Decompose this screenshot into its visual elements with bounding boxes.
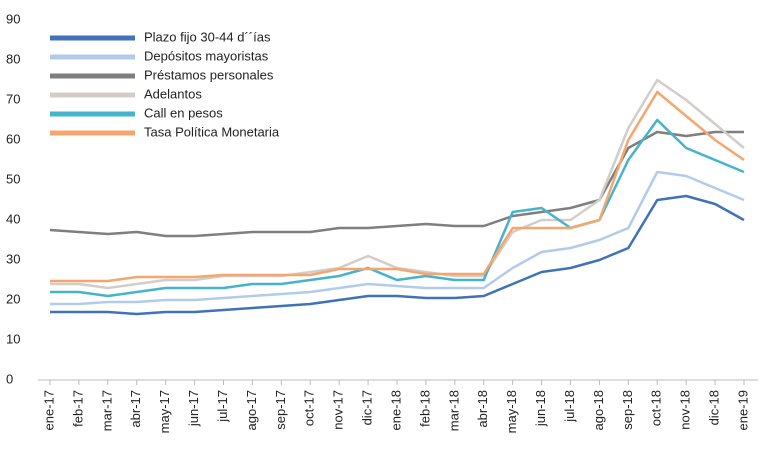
x-tick-label: abr-17 — [128, 390, 143, 428]
x-tick-label: nov-18 — [678, 390, 693, 430]
y-tick-label: 0 — [6, 371, 13, 386]
x-tick-label: jun-17 — [186, 390, 201, 427]
x-tick-label: feb-17 — [70, 390, 85, 427]
y-tick-label: 30 — [6, 251, 20, 266]
legend-label: Call en pesos — [144, 105, 223, 120]
x-tick-label: ago-18 — [591, 390, 606, 430]
legend-label: Adelantos — [144, 86, 202, 101]
x-tick-label: oct-18 — [649, 390, 664, 426]
legend-label: Tasa Política Monetaria — [144, 124, 280, 139]
y-tick-label: 20 — [6, 291, 20, 306]
x-tick-label: nov-17 — [331, 390, 346, 430]
y-tick-label: 80 — [6, 51, 20, 66]
x-tick-label: sep-17 — [273, 390, 288, 430]
x-tick-label: dic-18 — [707, 390, 722, 425]
series-line — [50, 170, 745, 306]
y-tick-label: 10 — [6, 331, 20, 346]
x-tick-label: ene-17 — [41, 390, 56, 430]
x-tick-label: jul-17 — [215, 390, 230, 423]
x-tick-label: abr-18 — [475, 390, 490, 428]
y-tick-label: 40 — [6, 211, 20, 226]
series-line — [50, 194, 745, 316]
x-tick-label: oct-17 — [302, 390, 317, 426]
series-line — [49, 130, 744, 238]
x-tick-label: may-18 — [504, 390, 519, 433]
legend-label: Préstamos personales — [144, 67, 274, 82]
legend-label: Depósitos mayoristas — [144, 48, 269, 63]
x-tick-label: ene-18 — [388, 390, 403, 430]
x-tick-label: ago-17 — [244, 390, 259, 430]
x-tick-label: jul-18 — [562, 390, 577, 423]
x-tick-label: mar-18 — [446, 390, 461, 431]
x-tick-label: sep-18 — [620, 390, 635, 430]
x-tick-label: jun-18 — [533, 390, 548, 427]
legend-label: Plazo fijo 30-44 d´´ías — [144, 29, 271, 44]
y-tick-label: 60 — [6, 131, 20, 146]
y-tick-label: 90 — [6, 11, 20, 26]
x-tick-label: mar-17 — [99, 390, 114, 431]
y-tick-label: 50 — [6, 171, 20, 186]
x-tick-label: may-17 — [157, 390, 172, 433]
series-line — [50, 118, 745, 298]
x-tick-label: feb-18 — [417, 390, 432, 427]
y-tick-label: 70 — [6, 91, 20, 106]
series-line — [50, 90, 745, 283]
x-tick-label: ene-19 — [735, 390, 750, 430]
x-tick-label: dic-17 — [360, 390, 375, 425]
